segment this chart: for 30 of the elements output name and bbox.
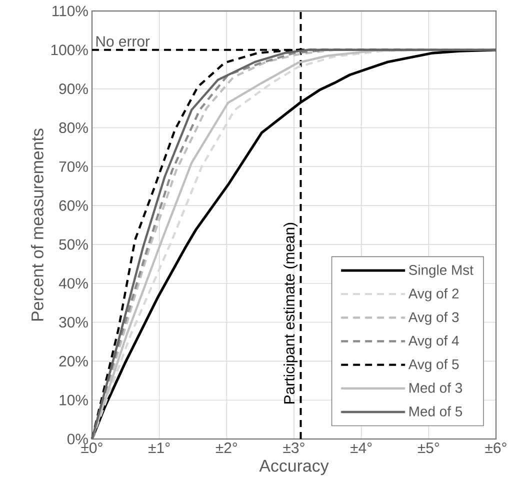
x-tick-label: ±1° (148, 442, 170, 453)
legend-label: Avg of 4 (408, 335, 459, 348)
legend-label: Med of 5 (410, 406, 462, 416)
x-tick-label: ±0° (81, 442, 102, 454)
legend-label: Avg of 5 (408, 359, 459, 372)
y-axis-title: Percent of measurements (31, 128, 44, 321)
y-tick-label: 20% (59, 356, 88, 366)
y-tick-label: 90% (59, 84, 88, 94)
ref-line-label: Participant estimate (mean) (284, 222, 298, 404)
x-tick-label: ±3° (283, 442, 304, 454)
y-tick-label: 60% (59, 200, 88, 211)
y-tick-label: 70% (59, 161, 88, 172)
y-tick-label: 50% (59, 239, 88, 250)
x-axis-title: Accuracy (259, 460, 329, 476)
x-tick-label: ±6° (485, 442, 506, 454)
y-tick-label: 0% (67, 434, 88, 444)
y-tick-label: 100% (51, 44, 88, 56)
y-tick-label: 110% (52, 6, 88, 16)
y-tick-label: 80% (59, 122, 88, 134)
legend-label: Med of 3 (410, 382, 462, 393)
x-tick-label: ±2° (216, 442, 238, 453)
legend-label: Single Mst (409, 264, 474, 278)
x-tick-label: ±4° (350, 442, 372, 453)
ref-line-label: No error (96, 36, 150, 47)
legend-label: Avg of 2 (408, 288, 459, 302)
legend-label: Avg of 3 (408, 312, 459, 325)
y-tick-label: 10% (60, 394, 88, 406)
y-tick-label: 30% (59, 316, 88, 328)
x-tick-label: ±5° (418, 442, 440, 454)
y-tick-label: 40% (58, 278, 88, 289)
